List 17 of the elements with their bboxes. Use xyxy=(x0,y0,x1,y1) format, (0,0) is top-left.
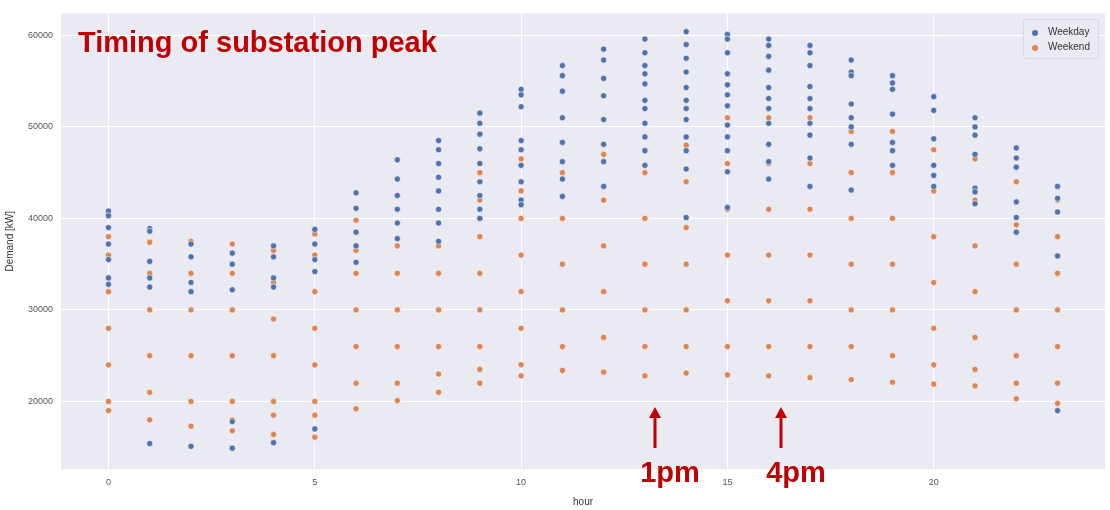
legend-label: Weekend xyxy=(1046,40,1090,55)
x-tick-label: 0 xyxy=(105,477,111,488)
y-tick-label: 50000 xyxy=(28,121,54,132)
y-axis-title: Demand [kW] xyxy=(3,210,15,272)
x-tick-label: 10 xyxy=(516,477,527,488)
annotation: 4pm xyxy=(766,455,826,488)
chart-title: Timing of substation peak xyxy=(78,25,438,58)
x-tick-label: 20 xyxy=(928,477,939,488)
y-tick-label: 30000 xyxy=(28,304,54,315)
legend-label: Weekday xyxy=(1046,25,1090,40)
y-tick-label: 60000 xyxy=(28,29,54,40)
annotation: 1pm xyxy=(640,455,700,488)
x-axis-title: hour xyxy=(573,495,594,507)
y-tick-label: 40000 xyxy=(28,212,54,223)
y-tick-label: 20000 xyxy=(28,395,54,406)
x-tick-label: 15 xyxy=(722,477,733,488)
x-tick-label: 5 xyxy=(312,477,318,488)
